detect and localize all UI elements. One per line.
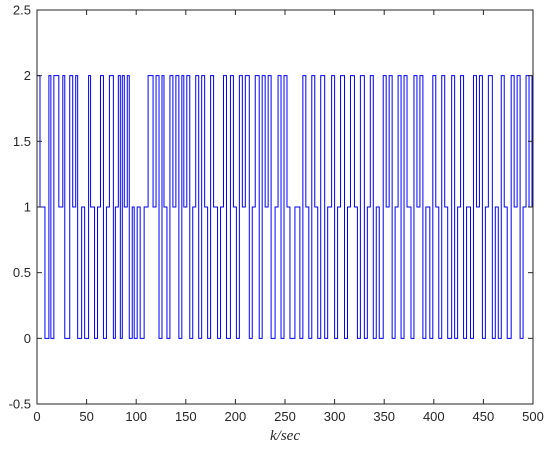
y-tick-label: -0.5 bbox=[9, 397, 31, 412]
y-tick-label: 0 bbox=[24, 331, 31, 346]
series-layer bbox=[37, 75, 533, 339]
x-tick-label: 200 bbox=[225, 409, 247, 424]
y-tick-label: 2 bbox=[24, 68, 31, 83]
x-axis-ticks: 0 50 100 150 200 250 300 350 400 450 500 bbox=[33, 10, 544, 424]
series-line-0 bbox=[37, 75, 533, 339]
x-tick-label: 50 bbox=[79, 409, 93, 424]
y-tick-label: 2.5 bbox=[13, 3, 31, 18]
x-tick-label: 0 bbox=[33, 409, 40, 424]
x-tick-label: 350 bbox=[373, 409, 395, 424]
x-tick-label: 500 bbox=[522, 409, 544, 424]
x-tick-label: 400 bbox=[423, 409, 445, 424]
y-tick-label: 0.5 bbox=[13, 265, 31, 280]
x-axis-label: k/sec bbox=[270, 428, 300, 444]
x-tick-label: 450 bbox=[473, 409, 495, 424]
x-tick-label: 150 bbox=[175, 409, 197, 424]
x-tick-label: 100 bbox=[125, 409, 147, 424]
x-tick-label: 250 bbox=[274, 409, 296, 424]
y-axis-ticks: -0.5 0 0.5 1 1.5 2 2.5 bbox=[9, 3, 533, 412]
y-tick-label: 1.5 bbox=[13, 134, 31, 149]
x-tick-label: 300 bbox=[324, 409, 346, 424]
y-tick-label: 1 bbox=[24, 200, 31, 215]
